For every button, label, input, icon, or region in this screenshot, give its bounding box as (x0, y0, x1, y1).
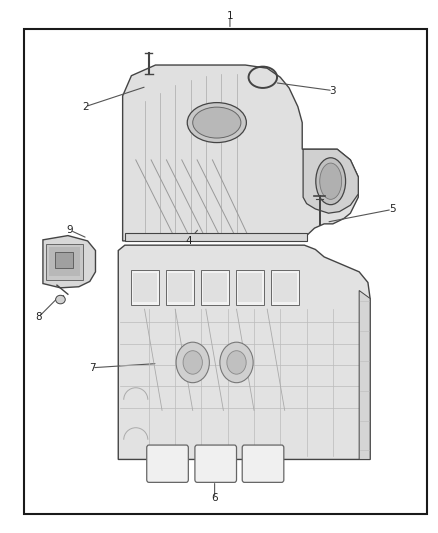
Bar (133, 273, 157, 302)
Ellipse shape (56, 295, 65, 304)
Polygon shape (43, 236, 95, 288)
Polygon shape (118, 245, 370, 459)
Circle shape (227, 351, 246, 374)
Text: 5: 5 (389, 205, 396, 214)
Bar (273, 273, 297, 302)
Ellipse shape (320, 163, 342, 199)
Bar (238, 273, 262, 302)
Bar (55, 252, 73, 268)
Circle shape (220, 342, 253, 383)
Circle shape (176, 342, 209, 383)
Bar (236, 270, 264, 305)
Text: 1: 1 (226, 11, 233, 21)
Bar (168, 273, 192, 302)
Text: 8: 8 (35, 312, 42, 322)
Text: 4: 4 (185, 236, 192, 246)
Bar (203, 273, 227, 302)
Polygon shape (125, 233, 307, 241)
Bar (46, 244, 83, 280)
Bar (131, 270, 159, 305)
Bar (201, 270, 229, 305)
Bar (271, 270, 299, 305)
Polygon shape (123, 65, 358, 241)
Polygon shape (359, 290, 370, 459)
Text: 3: 3 (329, 86, 336, 95)
Ellipse shape (193, 107, 241, 138)
FancyBboxPatch shape (147, 445, 188, 482)
Polygon shape (303, 149, 358, 213)
Ellipse shape (316, 158, 346, 205)
Text: 9: 9 (67, 225, 74, 235)
FancyBboxPatch shape (242, 445, 284, 482)
Text: 7: 7 (88, 363, 95, 373)
Bar (166, 270, 194, 305)
Text: 2: 2 (82, 102, 89, 111)
Ellipse shape (187, 102, 246, 142)
Text: 6: 6 (211, 494, 218, 503)
FancyBboxPatch shape (195, 445, 237, 482)
Bar (49, 247, 80, 276)
Circle shape (183, 351, 202, 374)
